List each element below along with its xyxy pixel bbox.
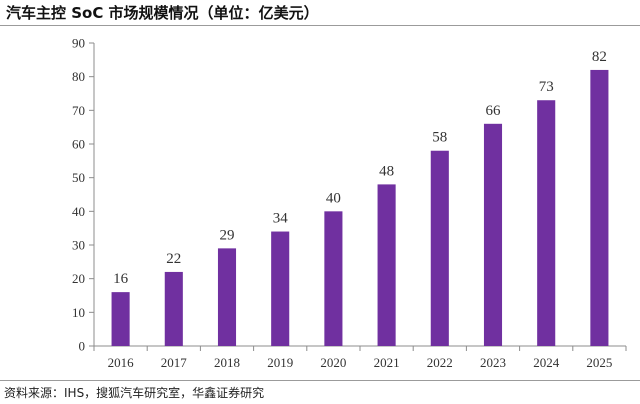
y-tick-label: 0 [79,339,86,354]
y-tick-label: 10 [72,305,85,320]
data-label-2021: 48 [379,163,394,179]
x-axis: 2016 2017 2018 2019 2020 2021 2022 2023 2024 2025 [93,345,627,370]
data-label-2016: 16 [113,271,129,287]
bar-2019 [271,231,290,346]
y-tick-label: 70 [72,103,85,118]
y-tick-label: 90 [72,36,85,51]
bar-2024 [537,100,556,346]
x-tick-label: 2016 [108,355,135,370]
data-label-2023: 66 [486,103,502,119]
bar-chart: 0 10 20 30 40 50 60 70 80 90 2016 2017 2018 2019 2020… [72,36,627,370]
data-labels: 16 22 29 34 40 48 58 66 73 82 [113,49,607,287]
y-tick-label: 50 [72,170,85,185]
x-tick-label: 2021 [374,355,400,370]
x-tick-label: 2017 [161,355,188,370]
bar-2023 [483,123,503,346]
bar-2021 [377,184,396,346]
data-label-2018: 29 [220,227,235,243]
x-tick-label: 2018 [214,355,240,370]
y-tick-label: 60 [72,137,85,152]
x-tick-label: 2025 [586,355,612,370]
y-tick-label: 80 [72,69,85,84]
data-label-2019: 34 [273,211,289,227]
data-label-2024: 73 [539,79,554,95]
x-tick-label: 2023 [480,355,506,370]
data-label-2020: 40 [326,190,341,206]
bar-2020 [324,211,343,346]
y-axis: 0 10 20 30 40 50 60 70 80 90 [72,36,95,354]
data-label-2025: 82 [592,49,607,65]
bar-2017 [164,271,183,346]
title-divider [0,25,640,26]
data-label-2017: 22 [166,251,181,267]
y-tick-label: 30 [72,238,85,253]
bar-2022 [430,150,449,346]
y-tick-label: 40 [72,204,85,219]
bar-2016 [111,292,130,346]
x-tick-label: 2020 [320,355,346,370]
bar-2018 [217,248,237,346]
x-tick-label: 2022 [427,355,453,370]
bars [111,69,609,346]
bar-2025 [590,69,609,346]
source-note: 资料来源：IHS，搜狐汽车研究室，华鑫证券研究 [4,386,265,400]
y-tick-label: 20 [72,271,85,286]
chart-title: 汽车主控 SoC 市场规模情况（单位：亿美元） [6,4,319,22]
x-tick-label: 2024 [533,355,560,370]
x-tick-label: 2019 [267,355,293,370]
footer-divider [0,380,640,381]
data-label-2022: 58 [432,130,447,146]
